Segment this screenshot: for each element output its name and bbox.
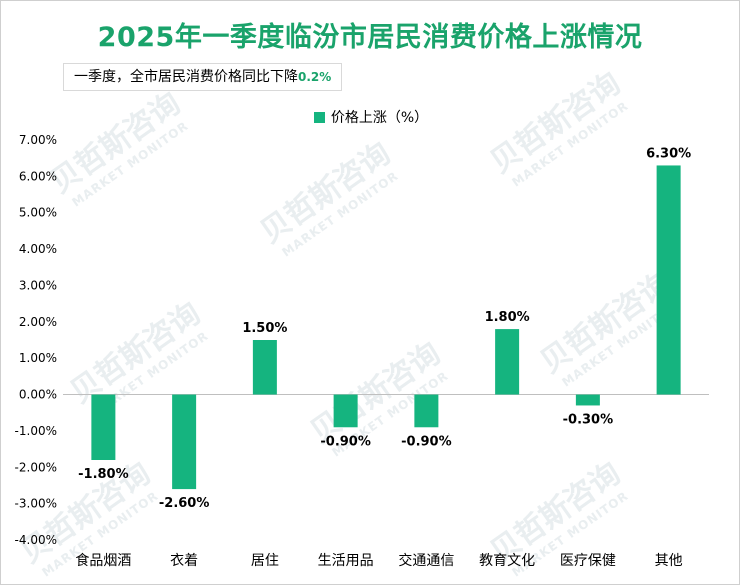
data-label: -0.90% [401, 434, 452, 449]
x-category-label: 食品烟酒 [75, 552, 131, 569]
x-category-label: 居住 [251, 553, 279, 569]
y-tick-label: 0.00% [19, 388, 57, 402]
data-label: -0.30% [563, 412, 614, 427]
data-labels: -1.80% -2.60% 1.50% -0.90% -0.90% 1.80% -0.30%… [78, 146, 691, 511]
x-category-label: 生活用品 [318, 553, 374, 569]
bar [495, 329, 520, 395]
y-tick-label: 1.00% [19, 351, 57, 365]
legend-swatch [313, 111, 325, 123]
x-category-label: 其他 [655, 553, 683, 569]
y-tick-label: -3.00% [15, 497, 57, 511]
y-tick-label: 7.00% [19, 133, 57, 147]
legend-label: 价格上涨（%） [330, 110, 429, 126]
bar [656, 165, 681, 395]
y-tick-label: -1.00% [15, 424, 57, 438]
y-tick-label: 4.00% [19, 242, 57, 256]
x-category-label: 教育文化 [479, 553, 535, 569]
y-axis-ticks: 7.00% 6.00% 5.00% 4.00% 3.00% 2.00% 1.00% 0.00%… [15, 133, 57, 547]
summary-note: 一季度，全市居民消费价格同比下降0.2% [63, 63, 343, 91]
bar [252, 340, 277, 395]
data-label: 1.80% [485, 310, 530, 325]
summary-note-highlight: 0.2% [298, 70, 332, 84]
data-label: 1.50% [242, 321, 287, 336]
bars [91, 165, 681, 490]
y-tick-label: -2.00% [15, 460, 57, 474]
y-tick-label: 5.00% [19, 206, 57, 220]
x-category-label: 衣着 [170, 553, 198, 569]
bar [91, 394, 116, 460]
data-label: -1.80% [78, 467, 129, 482]
summary-note-text: 一季度，全市居民消费价格同比下降 [74, 69, 298, 85]
data-label: -0.90% [320, 434, 371, 449]
data-label: 6.30% [646, 146, 691, 161]
y-tick-label: 2.00% [19, 315, 57, 329]
y-tick-label: -4.00% [15, 533, 57, 547]
y-tick-label: 6.00% [19, 169, 57, 183]
bar [172, 394, 197, 490]
bar [333, 394, 358, 428]
bar [575, 394, 600, 406]
x-axis-categories: 食品烟酒 衣着 居住 生活用品 交通通信 教育文化 医疗保健 其他 [75, 552, 682, 569]
bar [414, 394, 439, 428]
x-category-label: 医疗保健 [560, 553, 616, 569]
y-tick-label: 3.00% [19, 278, 57, 292]
legend: 价格上涨（%） [1, 107, 739, 127]
data-label: -2.60% [159, 496, 210, 511]
x-category-label: 交通通信 [398, 552, 454, 569]
chart-title: 2025年一季度临汾市居民消费价格上涨情况 [97, 22, 643, 53]
